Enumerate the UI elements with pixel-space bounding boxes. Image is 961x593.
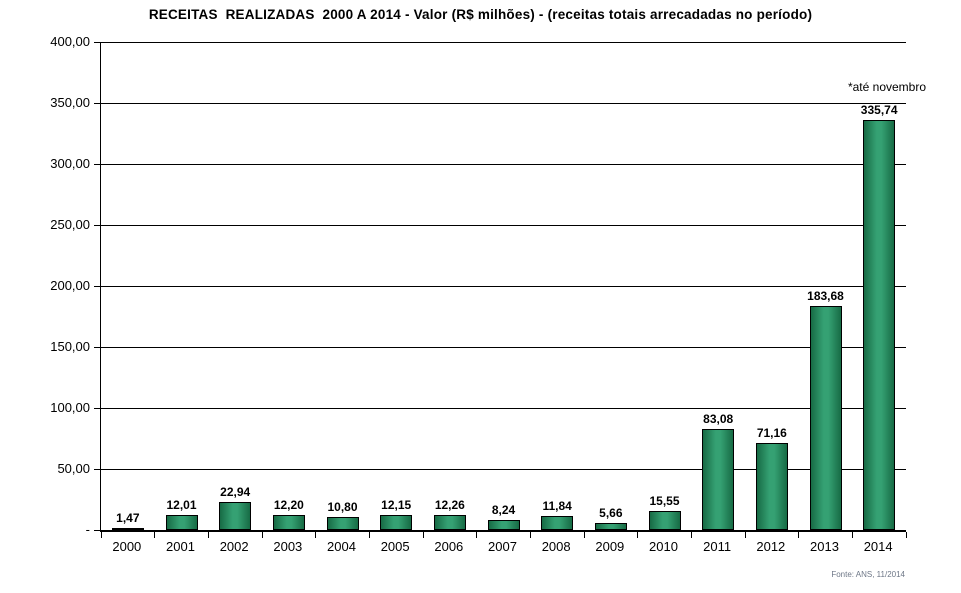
x-axis-tick-label: 2007: [488, 539, 517, 554]
bar-value-label: 11,84: [542, 499, 572, 513]
y-axis-tick-label: 50,00: [57, 461, 90, 476]
x-axis-tick-label: 2006: [434, 539, 464, 554]
bar-2005: [380, 515, 413, 530]
bar-value-label: 12,26: [434, 498, 465, 512]
x-axis-tick-label: 2014: [863, 539, 893, 554]
source-note: Fonte: ANS, 11/2014: [831, 570, 905, 579]
x-tick-mark: [583, 532, 585, 538]
x-axis-tick-label: 2009: [595, 539, 625, 554]
x-axis-tick-label: 2002: [219, 539, 249, 554]
x-tick-mark: [261, 532, 263, 538]
chart-title: RECEITAS REALIZADAS 2000 A 2014 - Valor …: [148, 7, 813, 22]
x-tick-mark: [154, 532, 156, 538]
gridline: [101, 468, 906, 470]
y-axis-tick-label: 200,00: [50, 278, 90, 293]
annotation-ate-novembro: *até novembro: [847, 80, 926, 94]
bar-2001: [165, 515, 198, 530]
y-axis-tick-label: -: [85, 522, 90, 537]
bar-2007: [487, 520, 520, 530]
x-tick-mark: [476, 532, 478, 538]
y-tick-mark: [94, 224, 100, 226]
y-axis-tick-label: 100,00: [50, 400, 90, 415]
y-axis-tick-label: 350,00: [50, 95, 90, 110]
bar-value-label: 5,66: [599, 506, 623, 520]
y-tick-mark: [94, 468, 100, 470]
x-tick-mark: [422, 532, 424, 538]
bar-2011: [702, 429, 735, 530]
y-tick-mark: [94, 102, 100, 104]
bar-value-label: 8,24: [491, 503, 516, 517]
bar-2012: [755, 443, 788, 530]
gridline: [101, 41, 906, 43]
y-tick-mark: [94, 41, 100, 43]
y-tick-mark: [94, 529, 100, 531]
x-tick-mark: [368, 532, 370, 538]
gridline: [101, 346, 906, 348]
y-axis-tick-label: 400,00: [50, 34, 90, 49]
bar-value-label: 12,20: [273, 498, 304, 512]
x-tick-mark: [637, 532, 639, 538]
bar-2003: [272, 515, 305, 530]
bar-value-label: 83,08: [703, 412, 734, 426]
x-axis-tick-label: 2001: [166, 539, 195, 554]
bar-2010: [648, 511, 681, 530]
bar-2002: [219, 502, 252, 530]
bar-value-label: 183,68: [807, 289, 844, 303]
gridline: [101, 285, 906, 287]
y-axis-tick-label: 150,00: [50, 339, 90, 354]
plot-area: 1,47 12,01 22,94 12,20 10,80 12,15 12,26 8,24 11…: [94, 41, 907, 538]
y-tick-mark: [94, 346, 100, 348]
bar-2014: [863, 120, 896, 530]
y-tick-mark: [94, 407, 100, 409]
bar-2004: [326, 517, 359, 530]
x-axis-tick-label: 2010: [649, 539, 678, 554]
y-axis-tick-label: 250,00: [50, 217, 90, 232]
x-axis-tick-label: 2005: [380, 539, 410, 554]
x-tick-mark: [798, 532, 800, 538]
gridline: [101, 407, 906, 409]
x-tick-mark: [690, 532, 692, 538]
x-axis-tick-label: 2012: [756, 539, 786, 554]
x-axis-tick-label: 2003: [273, 539, 303, 554]
x-axis-tick-label: 2011: [703, 539, 732, 554]
x-axis-tick-label: 2000: [112, 539, 142, 554]
x-axis-tick-label: 2004: [327, 539, 356, 554]
y-tick-mark: [94, 285, 100, 287]
bar-value-label: 12,15: [381, 498, 412, 512]
x-tick-mark: [100, 532, 102, 538]
x-tick-mark: [315, 532, 317, 538]
bar-value-label: 71,16: [756, 426, 787, 440]
bar-2000: [111, 528, 144, 530]
x-tick-mark: [207, 532, 209, 538]
bar-value-label: 12,01: [166, 498, 197, 512]
x-tick-mark: [851, 532, 853, 538]
bar-2009: [594, 523, 627, 530]
gridline: [101, 163, 906, 165]
gridline: [101, 102, 906, 104]
x-axis-tick-label: 2008: [541, 539, 571, 554]
bar-value-label: 335,74: [860, 103, 898, 117]
x-tick-mark: [529, 532, 531, 538]
gridline: [101, 224, 906, 226]
x-tick-mark: [744, 532, 746, 538]
x-axis-tick-label: 2013: [810, 539, 839, 554]
x-tick-mark: [905, 532, 907, 538]
bar-value-label: 10,80: [327, 500, 358, 514]
bar-value-label: 15,55: [649, 494, 680, 508]
bar-value-label: 1,47: [116, 511, 140, 525]
bar-2013: [809, 306, 842, 530]
bar-2008: [541, 516, 574, 530]
bar-value-label: 22,94: [220, 485, 251, 499]
y-axis-tick-label: 300,00: [50, 156, 90, 171]
y-tick-mark: [94, 163, 100, 165]
bar-2006: [433, 515, 466, 530]
